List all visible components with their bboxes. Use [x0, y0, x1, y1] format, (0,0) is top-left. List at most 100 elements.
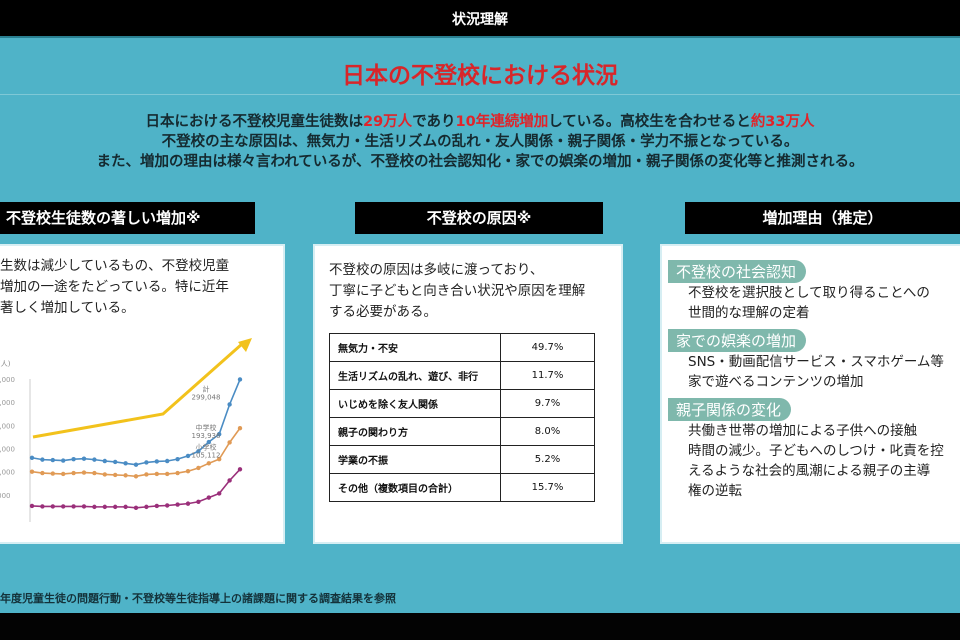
reason-text: 共働き世帯の増加による子供への接触: [688, 423, 918, 439]
divider: [0, 94, 960, 95]
panel-causes: 不登校の原因は多岐に渡っており、 丁寧に子どもと向き合い状況や原因を理解 する必…: [313, 244, 623, 544]
data-point: [237, 425, 243, 431]
table-row: 学業の不振 5.2%: [329, 445, 595, 474]
data-point: [217, 491, 222, 496]
data-point: [92, 470, 97, 476]
data-point: [196, 465, 201, 471]
data-point: [196, 449, 201, 454]
panel-reasons: 不登校の社会認知 不登校を選択肢として取り得ることへの 世間的な理解の定着 家での娯楽…: [660, 244, 960, 544]
cause-percent: 9.7%: [500, 389, 595, 418]
data-point: [61, 458, 66, 463]
data-point: [29, 455, 35, 460]
data-point: [61, 504, 66, 509]
summary-line-1: 日本における不登校児童生徒数は29万人であり10年連続増加している。高校生を合わ…: [0, 112, 960, 132]
section-heading-reasons: 増加理由（推定）: [685, 202, 960, 234]
data-point: [237, 377, 243, 382]
text-line: 著しく増加している。: [0, 300, 135, 316]
table-row: 親子の関わり方 8.0%: [329, 417, 595, 446]
increase-text: 生数は減少しているもの、不登校児童 増加の一途をたどっている。特に近年 著しく増…: [0, 246, 283, 319]
data-point: [165, 503, 170, 508]
data-point: [50, 457, 55, 463]
data-point: [165, 458, 170, 464]
data-point: [61, 471, 66, 477]
data-point: [40, 504, 45, 509]
data-point: [113, 459, 118, 465]
section-heading-increase: 不登校生徒数の著しい増加※: [0, 202, 255, 234]
data-point: [185, 501, 191, 506]
series-name: 小学校: [196, 442, 217, 451]
data-point: [123, 504, 128, 510]
highlight-text: 約33万人: [750, 114, 815, 130]
section-heading-causes: 不登校の原因※: [355, 202, 603, 234]
data-point: [175, 456, 180, 462]
data-point: [206, 495, 211, 500]
series-name: 中学校: [196, 423, 217, 432]
data-point: [175, 502, 180, 507]
data-point: [133, 474, 139, 479]
data-point: [217, 456, 222, 462]
cause-percent: 11.7%: [500, 361, 595, 390]
data-point: [29, 469, 35, 474]
y-tick-label: 50,000: [0, 492, 11, 500]
data-point: [123, 461, 128, 466]
causes-table: 無気力・不安 49.7% 生活リズムの乱れ、遊び、非行 11.7% いじめを除く友人関係…: [329, 333, 595, 502]
series-value-label: 193,936: [192, 432, 221, 440]
data-point: [196, 499, 201, 504]
y-tick-label: 100,000: [0, 469, 15, 477]
data-point: [71, 456, 76, 462]
text-line: 不登校の原因は多岐に渡っており、: [329, 262, 544, 278]
reason-text: 不登校を選択肢として取り得ることへの: [688, 285, 930, 301]
table-row: 無気力・不安 49.7%: [329, 333, 595, 362]
data-point: [237, 467, 243, 472]
panel-increase: 生数は減少しているもの、不登校児童 増加の一途をたどっている。特に近年 著しく増…: [0, 244, 285, 544]
data-point: [154, 471, 159, 477]
data-point: [102, 504, 108, 510]
y-tick-label: 150,000: [0, 446, 15, 454]
data-point: [71, 504, 76, 509]
data-point: [29, 503, 35, 509]
cause-percent: 49.7%: [500, 333, 595, 362]
trend-arrow-head: [238, 338, 252, 352]
data-point: [40, 470, 45, 476]
table-row: 生活リズムの乱れ、遊び、非行 11.7%: [329, 361, 595, 390]
data-point: [206, 461, 211, 466]
summary-text: している。高校生を合わせると: [548, 114, 751, 130]
summary-line-2: 不登校の主な原因は、無気力・生活リズムの乱れ・友人関係・親子関係・学力不振となっ…: [161, 134, 799, 150]
data-point: [165, 471, 170, 477]
data-point: [185, 453, 191, 459]
page-title: 日本の不登校における状況: [342, 63, 618, 89]
reason-text: 権の逆転: [688, 483, 742, 499]
data-point: [102, 458, 108, 464]
data-point: [133, 462, 139, 467]
cause-label: 無気力・不安: [329, 333, 501, 362]
y-tick-label: 300,000: [0, 376, 15, 384]
data-point: [50, 471, 55, 476]
summary: 日本における不登校児童生徒数は29万人であり10年連続増加している。高校生を合わ…: [0, 112, 960, 172]
cause-percent: 15.7%: [500, 473, 595, 502]
data-point: [144, 504, 149, 510]
data-point: [227, 402, 232, 407]
cause-label: いじめを除く友人関係: [329, 389, 501, 418]
series-value-label: 299,048: [192, 393, 221, 401]
table-row: いじめを除く友人関係 9.7%: [329, 389, 595, 418]
summary-text: 日本における不登校児童生徒数は: [145, 114, 364, 130]
text-line: 丁寧に子どもと向き合い状況や原因を理解: [329, 283, 586, 299]
bottom-bar: [0, 613, 960, 640]
data-point: [154, 503, 159, 509]
data-point: [144, 472, 149, 477]
data-point: [71, 470, 76, 476]
reason-text: SNS・動画配信サービス・スマホゲーム等: [688, 354, 944, 370]
y-axis-unit: (人): [0, 360, 11, 368]
highlight-text: 29万人: [363, 114, 413, 130]
data-point: [113, 504, 118, 510]
footnote: 年度児童生徒の問題行動・不登校等生徒指導上の諸課題に関する調査結果を参照: [0, 592, 396, 605]
text-line: 生数は減少しているもの、不登校児童: [0, 258, 230, 274]
text-line: する必要がある。: [329, 304, 437, 320]
data-point: [154, 459, 159, 464]
data-point: [40, 457, 45, 462]
reason-text: 家で遊べるコンテンツの増加: [688, 374, 864, 390]
text-line: 増加の一途をたどっている。特に近年: [0, 279, 229, 295]
reason-label: 家での娯楽の増加: [668, 329, 807, 352]
trend-arrow: [32, 342, 243, 439]
summary-line-3: また、増加の理由は様々言われているが、不登校の社会認知化・家での娯楽の増加・親子…: [96, 154, 864, 170]
